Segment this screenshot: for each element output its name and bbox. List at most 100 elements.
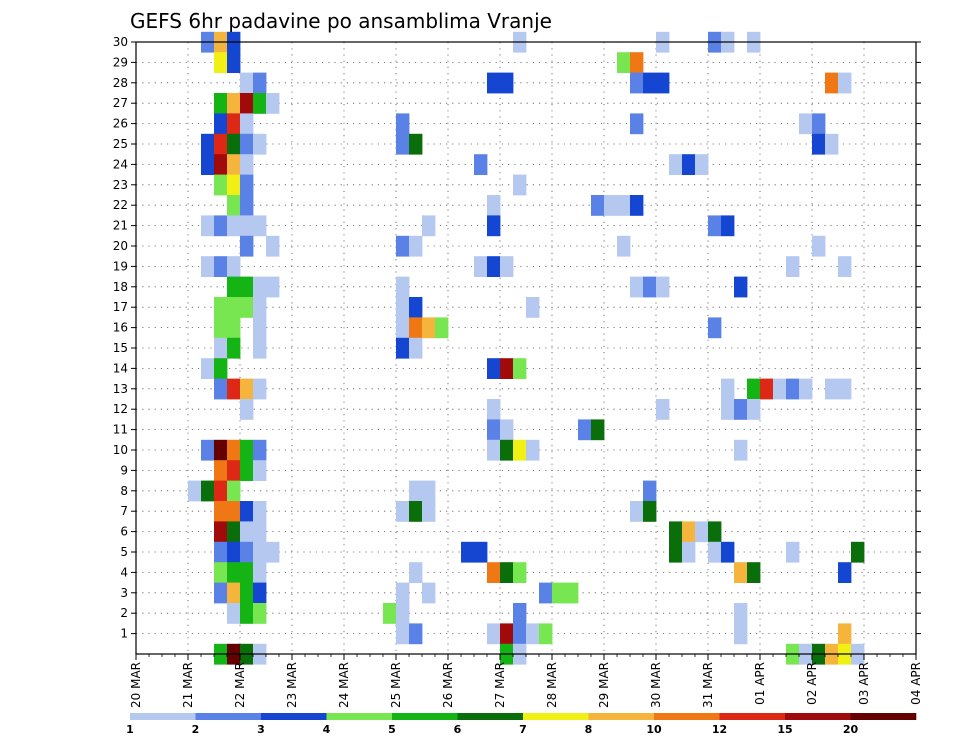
y-axis: 1234567891011121314151617181920212223242… bbox=[113, 35, 921, 641]
heatmap-cell bbox=[786, 378, 800, 400]
heatmap-cell bbox=[591, 419, 605, 441]
colorbar-label: 5 bbox=[388, 723, 396, 736]
heatmap-cell bbox=[227, 378, 241, 400]
heatmap-cell bbox=[487, 256, 501, 277]
heatmap-cell bbox=[565, 582, 579, 604]
x-tick-label: 31 MAR bbox=[701, 662, 715, 708]
heatmap-cell bbox=[253, 337, 267, 359]
heatmap-cell bbox=[240, 276, 254, 298]
heatmap-cell bbox=[747, 562, 761, 583]
y-tick-label: 14 bbox=[113, 361, 128, 375]
heatmap-cell bbox=[214, 215, 228, 237]
heatmap-cell bbox=[396, 582, 410, 604]
x-tick-label: 03 APR bbox=[857, 662, 871, 705]
y-tick-label: 11 bbox=[113, 423, 128, 437]
heatmap-cell bbox=[240, 215, 254, 237]
colorbar-segment bbox=[195, 713, 262, 720]
colorbar-segment bbox=[654, 713, 720, 720]
heatmap-cell bbox=[487, 562, 501, 583]
y-tick-label: 20 bbox=[113, 239, 128, 253]
heatmap-cell bbox=[682, 154, 696, 175]
heatmap-cell bbox=[201, 154, 215, 175]
heatmap-cell bbox=[396, 113, 410, 135]
y-tick-label: 28 bbox=[113, 76, 128, 90]
heatmap-cell bbox=[227, 582, 241, 604]
colorbar-label: 6 bbox=[454, 723, 462, 736]
heatmap-cell bbox=[526, 623, 540, 645]
colorbar-label: 4 bbox=[323, 723, 331, 736]
heatmap-cell bbox=[396, 133, 410, 155]
heatmap-cell bbox=[422, 501, 436, 522]
heatmap-cell bbox=[227, 460, 241, 481]
y-tick-label: 12 bbox=[113, 402, 128, 416]
heatmap-cell bbox=[396, 501, 410, 522]
heatmap-cell bbox=[227, 501, 241, 522]
colorbar-label: 15 bbox=[777, 723, 792, 736]
heatmap-cell bbox=[721, 215, 735, 237]
heatmap-cell bbox=[838, 623, 852, 645]
heatmap-cell bbox=[201, 256, 215, 277]
heatmap-cell bbox=[838, 562, 852, 583]
heatmap-cell bbox=[630, 52, 644, 73]
heatmap-cell bbox=[617, 235, 631, 257]
heatmap-cell bbox=[708, 541, 722, 563]
heatmap-cell bbox=[227, 603, 241, 624]
heatmap-cell bbox=[227, 195, 241, 216]
heatmap-cell bbox=[838, 256, 852, 277]
heatmap-cell bbox=[500, 623, 514, 645]
heatmap-cell bbox=[786, 541, 800, 563]
heatmap-cell bbox=[409, 480, 423, 502]
heatmap-cell bbox=[227, 154, 241, 175]
colorbar-segment bbox=[326, 713, 393, 720]
heatmap-cell bbox=[383, 603, 397, 624]
heatmap-cell bbox=[708, 215, 722, 237]
heatmap-cell bbox=[214, 52, 228, 73]
y-tick-label: 10 bbox=[113, 443, 128, 457]
heatmap-cell bbox=[656, 399, 670, 420]
heatmap-cell bbox=[188, 480, 202, 502]
heatmap-cell bbox=[214, 358, 228, 379]
heatmap-cell bbox=[214, 93, 228, 114]
heatmap-cell bbox=[253, 562, 267, 583]
y-tick-label: 30 bbox=[113, 35, 128, 49]
heatmap-cell bbox=[409, 501, 423, 522]
heatmap-cell bbox=[708, 317, 722, 339]
heatmap-cell bbox=[214, 113, 228, 135]
heatmap-cell bbox=[825, 378, 839, 400]
heatmap-cell bbox=[396, 235, 410, 257]
heatmap-cell bbox=[227, 113, 241, 135]
heatmap-cell bbox=[422, 480, 436, 502]
heatmap-cell bbox=[487, 439, 501, 461]
heatmap-cell bbox=[773, 378, 787, 400]
colorbar-segment bbox=[261, 713, 327, 720]
heatmap-cell bbox=[799, 113, 813, 135]
x-tick-label: 25 MAR bbox=[389, 662, 403, 708]
heatmap-cell bbox=[409, 297, 423, 318]
heatmap-cell bbox=[682, 521, 696, 543]
heatmap-cell bbox=[513, 358, 527, 379]
heatmap-cell bbox=[487, 358, 501, 379]
heatmap-cell bbox=[422, 317, 436, 339]
heatmap-cell bbox=[812, 235, 826, 257]
x-tick-label: 26 MAR bbox=[441, 662, 455, 708]
x-tick-label: 04 APR bbox=[909, 662, 923, 705]
x-tick-label: 02 APR bbox=[805, 662, 819, 705]
heatmap-cell bbox=[214, 297, 228, 318]
heatmap-cell bbox=[227, 521, 241, 543]
colorbar-label: 12 bbox=[712, 723, 727, 736]
heatmap-cell bbox=[669, 541, 683, 563]
heatmap-cell bbox=[513, 174, 527, 196]
heatmap-cell bbox=[669, 521, 683, 543]
heatmap-cell bbox=[409, 562, 423, 583]
heatmap-cell bbox=[513, 562, 527, 583]
heatmap-cell bbox=[513, 623, 527, 645]
colorbar-label: 8 bbox=[585, 723, 593, 736]
heatmap-cells bbox=[188, 31, 865, 665]
heatmap-cell bbox=[253, 133, 267, 155]
heatmap-cell bbox=[474, 256, 488, 277]
colorbar-segment bbox=[588, 713, 655, 720]
heatmap-cell bbox=[201, 133, 215, 155]
heatmap-cell bbox=[747, 378, 761, 400]
y-tick-label: 24 bbox=[113, 157, 128, 171]
